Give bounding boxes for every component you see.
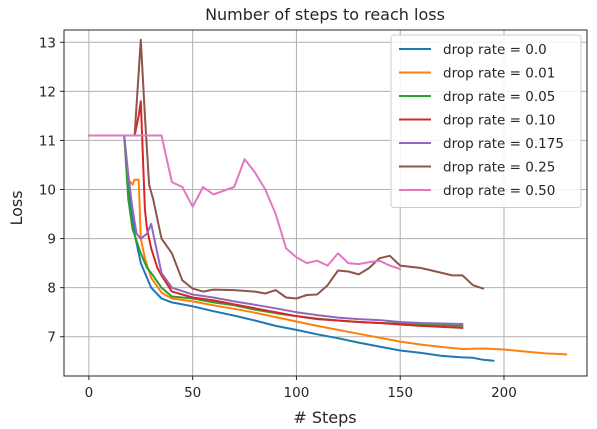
legend-label: drop rate = 0.10 xyxy=(443,113,555,129)
y-tick-label: 11 xyxy=(39,133,56,149)
series-layer xyxy=(87,38,568,362)
legend-box xyxy=(390,34,582,208)
legend-label: drop rate = 0.175 xyxy=(443,136,564,152)
legend-label: drop rate = 0.50 xyxy=(443,183,555,199)
series-line xyxy=(87,134,464,325)
x-axis-label: # Steps xyxy=(293,408,356,427)
x-tick-label: 200 xyxy=(491,385,517,401)
y-tick-label: 7 xyxy=(47,330,56,346)
y-tick-label: 12 xyxy=(39,84,56,100)
legend-label: drop rate = 0.05 xyxy=(443,89,555,105)
series-line xyxy=(87,134,568,356)
series-line xyxy=(87,134,402,270)
y-tick-label: 13 xyxy=(39,35,56,51)
legend-label: drop rate = 0.0 xyxy=(443,42,547,58)
x-tick-label: 100 xyxy=(284,385,310,401)
legend: drop rate = 0.0 drop rate = 0.01 drop rate… xyxy=(390,34,582,208)
y-axis-ticks: 7 8 9 10 11 12 13 xyxy=(39,35,64,346)
legend-label: drop rate = 0.25 xyxy=(443,160,555,176)
x-tick-label: 150 xyxy=(387,385,413,401)
x-tick-label: 0 xyxy=(85,385,94,401)
y-tick-label: 9 xyxy=(47,232,56,248)
series-line xyxy=(87,38,485,300)
plot-frame xyxy=(63,29,588,377)
legend-label: drop rate = 0.01 xyxy=(443,66,555,82)
x-axis-ticks: 0 50 100 150 200 xyxy=(85,376,517,401)
series-line xyxy=(87,100,464,329)
chart-title: Number of steps to reach loss xyxy=(205,5,445,24)
y-axis-label: Loss xyxy=(7,190,26,225)
x-tick-label: 50 xyxy=(184,385,201,401)
y-tick-label: 10 xyxy=(39,183,56,199)
y-tick-label: 8 xyxy=(47,281,56,297)
